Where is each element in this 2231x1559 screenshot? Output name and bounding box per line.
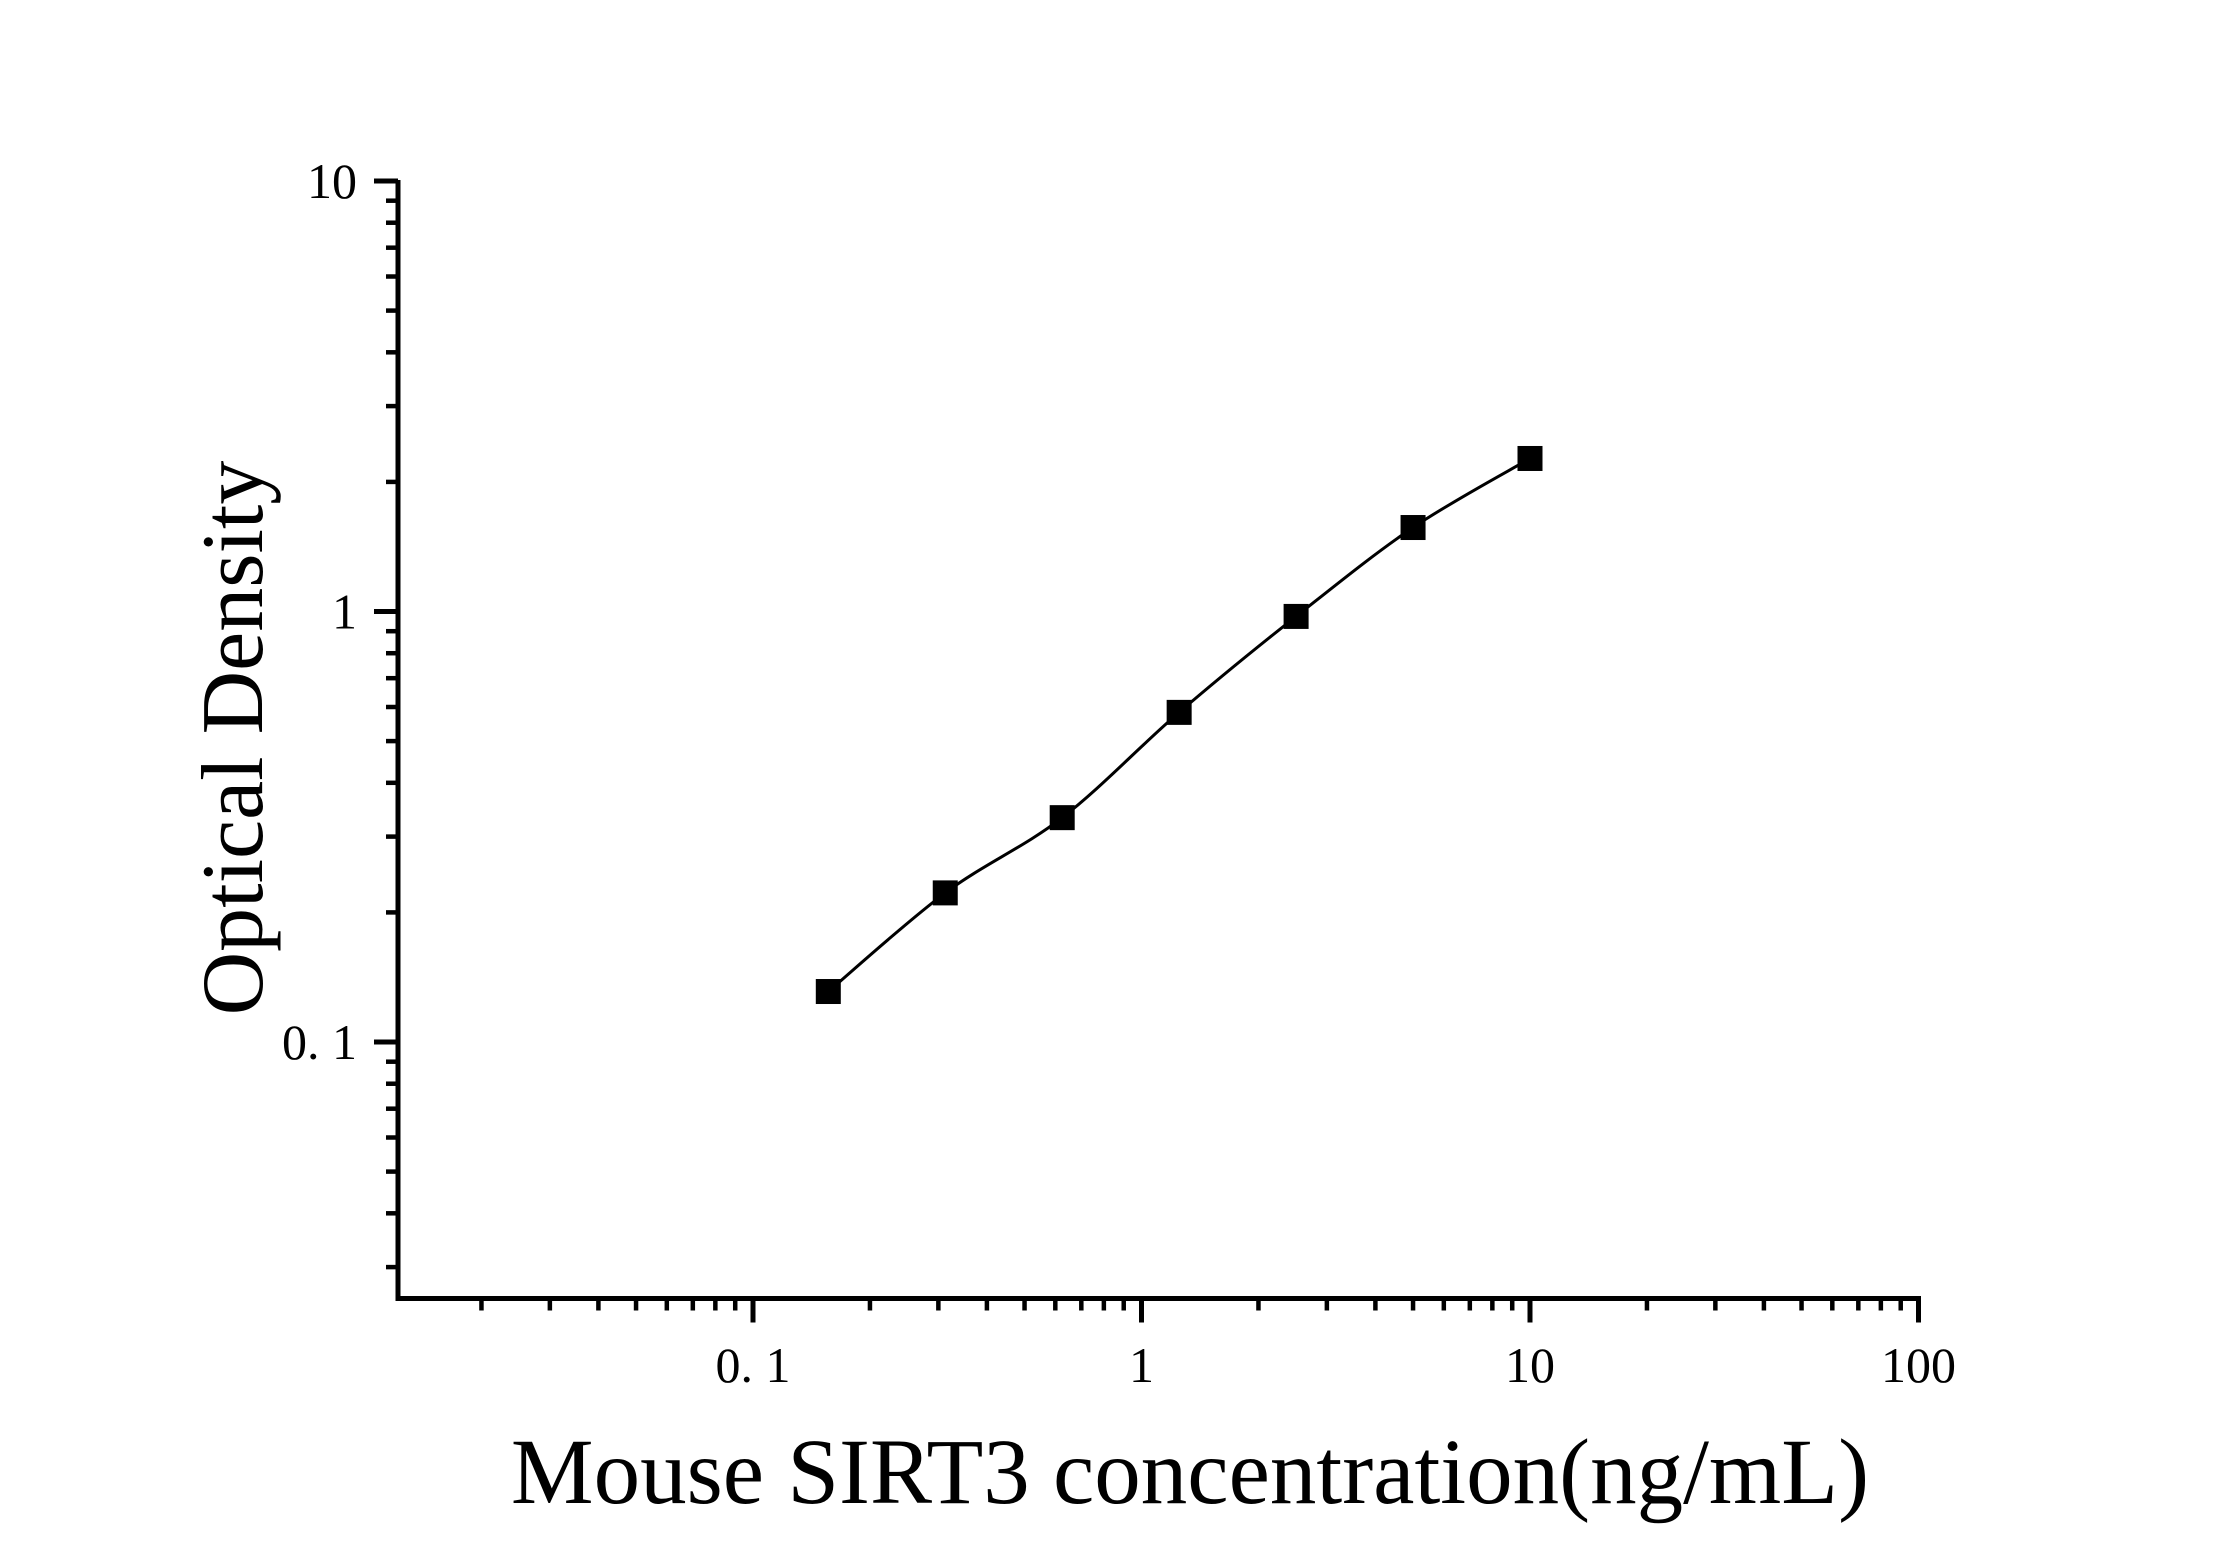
x-axis-title: Mouse SIRT3 concentration(ng/mL): [511, 1421, 1869, 1524]
data-point-marker: [815, 979, 841, 1005]
data-point-marker: [1049, 805, 1075, 831]
x-tick-label: 1: [1129, 1337, 1154, 1393]
data-series: [815, 445, 1543, 1005]
data-point-marker: [1166, 699, 1192, 725]
y-axis-title: Optical Density: [185, 461, 282, 1016]
x-tick-label: 0. 1: [716, 1337, 791, 1393]
data-point-marker: [1400, 515, 1426, 541]
y-tick-label: 1: [332, 584, 357, 640]
y-tick-label: 0. 1: [282, 1014, 357, 1070]
axes: 0. 1 1 10 100 10 1 0. 1: [282, 153, 1956, 1393]
data-point-marker: [1517, 445, 1543, 471]
x-tick-label: 100: [1881, 1337, 1956, 1393]
y-tick-label: 10: [307, 153, 357, 209]
x-tick-label: 10: [1505, 1337, 1555, 1393]
data-point-marker: [1283, 603, 1309, 629]
data-point-marker: [932, 880, 958, 906]
